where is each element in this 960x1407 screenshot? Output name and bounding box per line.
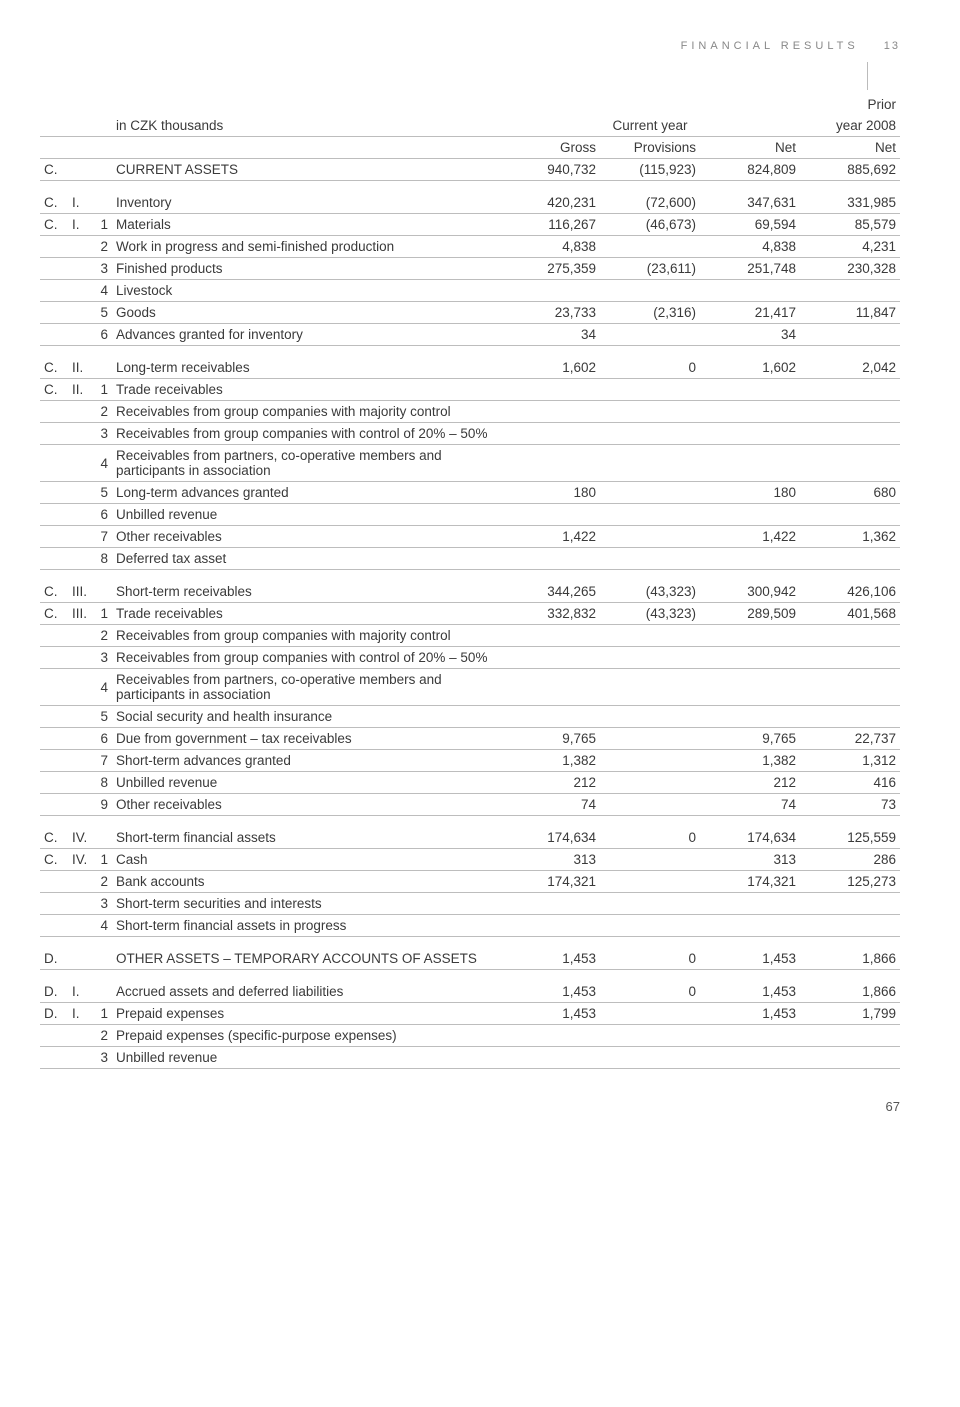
row-c: C. CURRENT ASSETS 940,732(115,923) 824,8… xyxy=(40,159,900,181)
row-ci2: 2Work in progress and semi-finished prod… xyxy=(40,236,900,258)
row-cii3: 3Receivables from group companies with c… xyxy=(40,423,900,445)
hdr-gross: Gross xyxy=(500,137,600,159)
row-ci3: 3Finished products 275,359(23,611)251,74… xyxy=(40,258,900,280)
row-di: D.I. Accrued assets and deferred liabili… xyxy=(40,970,900,1003)
row-ci6: 6Advances granted for inventory 3434 xyxy=(40,324,900,346)
row-di2: 2Prepaid expenses (specific-purpose expe… xyxy=(40,1025,900,1047)
row-di1: D.I.1 Prepaid expenses 1,4531,4531,799 xyxy=(40,1003,900,1025)
hdr-net2: Net xyxy=(800,137,900,159)
row-ciii: C.III. Short-term receivables 344,265(43… xyxy=(40,570,900,603)
row-d: D. OTHER ASSETS – TEMPORARY ACCOUNTS OF … xyxy=(40,937,900,970)
row-cii7: 7Other receivables 1,4221,4221,362 xyxy=(40,526,900,548)
header-page-number: 13 xyxy=(884,40,900,52)
hdr-prior: Prior xyxy=(40,94,900,115)
row-ci: C.I. Inventory 420,231(72,600) 347,63133… xyxy=(40,181,900,214)
row-ciii9: 9Other receivables 747473 xyxy=(40,794,900,816)
row-civ4: 4Short-term financial assets in progress xyxy=(40,915,900,937)
hdr-current: Current year xyxy=(500,115,800,137)
row-cii: C.II. Long-term receivables 1,60201,6022… xyxy=(40,346,900,379)
row-ci4: 4Livestock xyxy=(40,280,900,302)
row-cii6: 6Unbilled revenue xyxy=(40,504,900,526)
row-cii1: C.II.1 Trade receivables xyxy=(40,379,900,401)
row-ciii7: 7Short-term advances granted 1,3821,3821… xyxy=(40,750,900,772)
hdr-cols: Gross Provisions Net Net xyxy=(40,137,900,159)
hdr-prov: Provisions xyxy=(600,137,700,159)
row-ciii8: 8Unbilled revenue 212212416 xyxy=(40,772,900,794)
header-title: FINANCIAL RESULTS xyxy=(681,40,859,52)
financial-table: Prior in CZK thousands Current year year… xyxy=(40,94,900,1069)
hdr-net: Net xyxy=(700,137,800,159)
row-ciii6: 6Due from government – tax receivables 9… xyxy=(40,728,900,750)
row-ciii1: C.III.1 Trade receivables 332,832(43,323… xyxy=(40,603,900,625)
row-ciii4: 4Receivables from partners, co-operative… xyxy=(40,669,900,706)
row-civ: C.IV. Short-term financial assets 174,63… xyxy=(40,816,900,849)
page-header: FINANCIAL RESULTS 13 xyxy=(40,40,900,58)
row-ci5: 5Goods 23,733(2,316)21,41711,847 xyxy=(40,302,900,324)
row-ci1: C.I.1 Materials 116,267(46,673) 69,59485… xyxy=(40,214,900,236)
row-cii8: 8Deferred tax asset xyxy=(40,548,900,570)
row-cii2: 2Receivables from group companies with m… xyxy=(40,401,900,423)
row-civ3: 3Short-term securities and interests xyxy=(40,893,900,915)
hdr-prior-bot: year 2008 xyxy=(800,115,900,137)
row-ciii2: 2Receivables from group companies with m… xyxy=(40,625,900,647)
footer-page-number: 67 xyxy=(40,1099,900,1114)
row-civ2: 2Bank accounts 174,321174,321125,273 xyxy=(40,871,900,893)
row-civ1: C.IV.1 Cash 313313286 xyxy=(40,849,900,871)
hdr-unit: in CZK thousands Current year year 2008 xyxy=(40,115,900,137)
hdr-prior-top: Prior xyxy=(800,94,900,115)
row-ciii5: 5Social security and health insurance xyxy=(40,706,900,728)
row-di3: 3Unbilled revenue xyxy=(40,1047,900,1069)
row-cii4: 4Receivables from partners, co-operative… xyxy=(40,445,900,482)
row-ciii3: 3Receivables from group companies with c… xyxy=(40,647,900,669)
row-cii5: 5Long-term advances granted 180180680 xyxy=(40,482,900,504)
hdr-unit-label: in CZK thousands xyxy=(112,115,500,137)
